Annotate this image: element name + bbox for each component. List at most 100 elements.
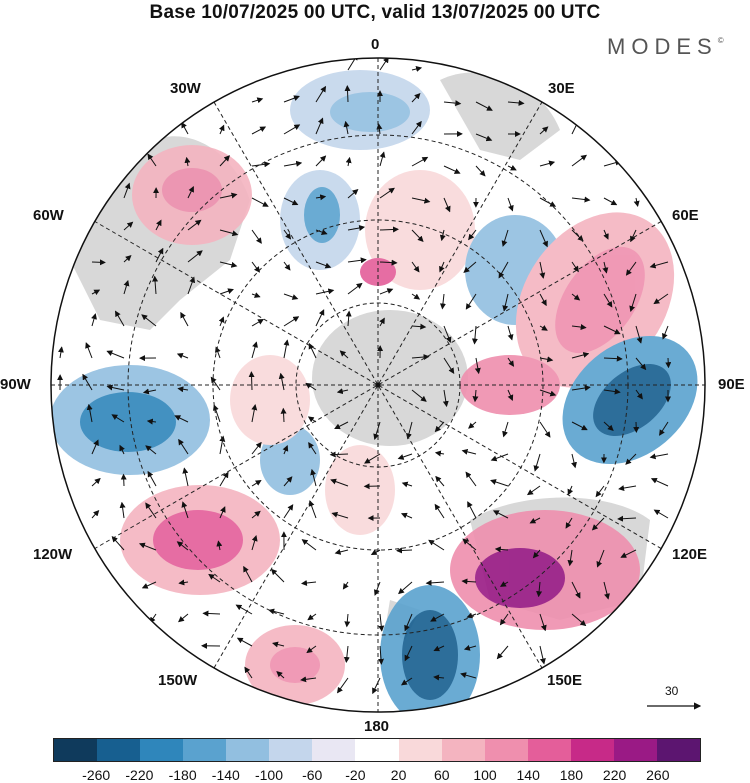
wind-vector: [347, 257, 367, 264]
colorbar-tick-label: -180: [168, 767, 197, 783]
wind-vector: [251, 404, 258, 423]
wind-vector: [411, 156, 429, 167]
reference-vector-label: 30: [665, 684, 679, 698]
modes-logo: MODES©: [607, 34, 724, 60]
wind-vector: [85, 342, 93, 359]
brand-text: MODES: [607, 34, 718, 59]
lon-label-30e: 30E: [548, 80, 575, 97]
wind-vector: [539, 160, 556, 167]
wind-vector: [443, 100, 462, 107]
wind-vector: [398, 581, 413, 595]
wind-vector: [404, 645, 413, 662]
wind-vector: [213, 404, 221, 423]
colorbar-segment: [226, 739, 270, 761]
wind-vector: [347, 225, 366, 231]
wind-vector: [251, 341, 258, 359]
wind-vector: [507, 197, 514, 212]
wind-vector: [82, 373, 93, 391]
wind-vector: [411, 66, 423, 72]
wind-vector: [625, 261, 637, 276]
wind-vector: [251, 97, 264, 104]
wind-vector: [629, 293, 637, 313]
wind-vector: [208, 573, 221, 583]
wind-vector: [442, 389, 449, 408]
wind-vector: [650, 478, 669, 487]
wind-vector: [635, 389, 643, 400]
wind-vector: [501, 229, 509, 247]
wind-vector: [347, 58, 358, 71]
wind-vector: [248, 371, 255, 391]
wind-vector: [91, 289, 101, 296]
wind-vector: [467, 501, 477, 519]
wind-vector: [86, 403, 93, 423]
wind-vector: [145, 502, 157, 519]
wind-vector: [571, 324, 587, 330]
wind-vector: [630, 229, 637, 243]
wind-vector: [283, 293, 299, 300]
wind-vector: [370, 549, 381, 555]
wind-vector: [330, 478, 349, 487]
wind-vector: [474, 357, 481, 375]
wind-vector: [463, 644, 477, 651]
wind-vector: [439, 293, 446, 310]
wind-vector: [625, 453, 637, 465]
colorbar-segment: [312, 739, 356, 761]
wind-vector: [507, 389, 514, 402]
colorbar-segment: [527, 739, 571, 761]
wind-vector: [507, 325, 514, 341]
wind-vector: [433, 645, 445, 652]
wind-vector: [411, 354, 430, 361]
colorbar-segment: [570, 739, 614, 761]
wind-vector: [411, 261, 420, 273]
wind-vector: [283, 229, 292, 240]
wind-vector: [123, 279, 130, 295]
wind-vector: [301, 539, 317, 551]
wind-vector: [251, 441, 262, 455]
colorbar-segment: [269, 739, 313, 761]
colorbar-tick-label: -220: [125, 767, 154, 783]
wind-vector: [662, 325, 669, 340]
wind-vector: [433, 674, 445, 681]
wind-vector: [218, 316, 225, 327]
wind-vector: [187, 276, 196, 295]
wind-vector: [406, 421, 413, 440]
wind-vector: [466, 612, 477, 619]
wind-vector: [91, 477, 101, 487]
wind-vector: [461, 448, 477, 455]
wind-vector: [174, 415, 189, 423]
wind-vector: [465, 293, 477, 310]
wind-vector: [219, 229, 239, 237]
wind-vector: [602, 261, 609, 274]
colorbar-tick-label: 20: [390, 767, 407, 783]
wind-vector: [492, 510, 509, 519]
lon-label-120e: 120E: [672, 546, 708, 563]
wind-vector: [411, 389, 427, 402]
wind-vector: [272, 641, 285, 648]
wind-vector: [283, 476, 293, 487]
wind-vector: [571, 613, 587, 627]
lon-label-90e: 90E: [718, 376, 745, 393]
wind-vector: [218, 124, 225, 135]
wind-vector: [571, 293, 581, 301]
wind-vector: [315, 261, 332, 269]
wind-vector: [591, 517, 605, 531]
wind-vector: [329, 451, 349, 458]
wind-vector: [498, 261, 509, 279]
wind-vector: [571, 196, 591, 203]
wind-vector: [617, 515, 637, 522]
wind-vector: [603, 421, 614, 431]
wind-vector: [308, 342, 317, 359]
wind-vector: [280, 407, 287, 423]
wind-vector: [539, 293, 547, 307]
lon-label-60w: 60W: [33, 207, 64, 224]
wind-vector: [372, 677, 381, 695]
wind-vector: [315, 229, 328, 235]
wind-vector: [343, 645, 350, 663]
wind-vector: [529, 517, 541, 524]
wind-vector: [490, 453, 509, 462]
wind-vector: [502, 293, 509, 312]
wind-vector: [138, 542, 157, 551]
wind-vector: [307, 613, 317, 621]
wind-vector: [460, 672, 477, 679]
wind-vector: [283, 339, 290, 359]
